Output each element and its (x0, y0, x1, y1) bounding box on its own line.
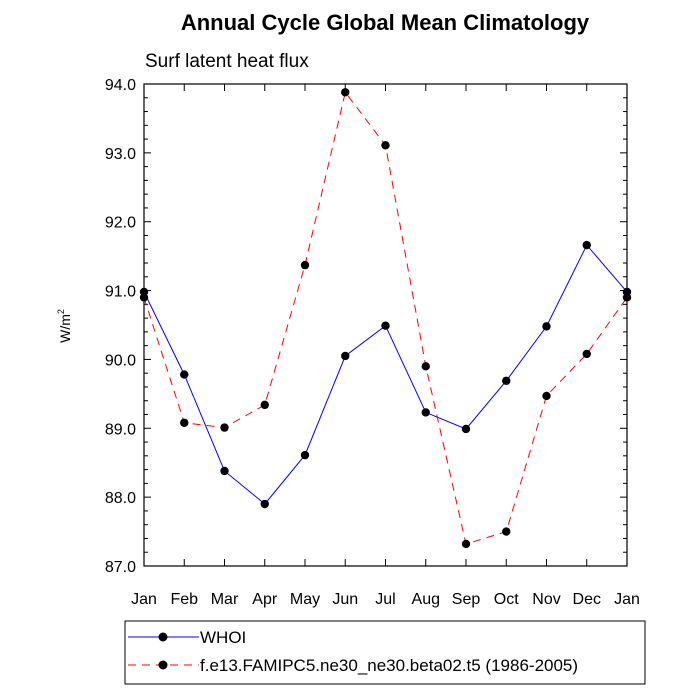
legend: WHOI f.e13.FAMIPC5.ne30_ne30.beta02.t5 (… (124, 620, 646, 685)
series-1-point (341, 88, 350, 97)
series-1-point (502, 527, 511, 536)
x-tick-label: Apr (252, 591, 278, 608)
series-0-point (341, 351, 350, 361)
legend-marker-model (158, 660, 168, 670)
series-1-point (381, 141, 390, 150)
chart-title: Annual Cycle Global Mean Climatology (181, 10, 590, 35)
x-tick-label: Feb (170, 591, 198, 608)
x-tick-label: Aug (412, 591, 440, 608)
y-tick-label: 91.0 (105, 284, 136, 301)
series-0-point (502, 376, 511, 385)
series-0-point (220, 466, 229, 476)
series-0-point (461, 424, 471, 434)
series-0-point (180, 370, 189, 379)
x-tick-label: Mar (211, 591, 239, 608)
x-tick-label: May (290, 591, 320, 608)
x-tick-label: Jun (332, 591, 358, 608)
series-1-point (461, 539, 471, 549)
y-axis-label-superscript: 2 (56, 309, 66, 314)
series-1-point (421, 362, 430, 371)
series-0-point (542, 322, 551, 331)
x-tick-label: Dec (573, 591, 601, 608)
legend-marker-whoi (158, 632, 168, 642)
y-tick-label: 94.0 (105, 77, 136, 94)
y-tick-label: 92.0 (105, 215, 136, 232)
x-tick-label: Nov (532, 591, 560, 608)
series-1-point (582, 349, 591, 359)
series-line-0 (143, 244, 628, 505)
series-1-point (260, 400, 269, 410)
x-tick-label: Jan (131, 591, 157, 608)
legend-box (124, 620, 646, 685)
y-tick-label: 87.0 (105, 559, 136, 576)
series-1-point (139, 293, 149, 302)
chart-subtitle: Surf latent heat flux (145, 51, 309, 72)
y-tick-label: 90.0 (105, 352, 136, 369)
y-axis-label: W/m2 (56, 309, 73, 343)
x-tick-label: Oct (494, 591, 519, 608)
y-axis-label-unit: W/m (57, 314, 73, 343)
legend-label-whoi: WHOI (200, 628, 246, 647)
x-tick-label: Sep (452, 591, 481, 608)
legend-label-model: f.e13.FAMIPC5.ne30_ne30.beta02.t5 (1986-… (200, 656, 578, 675)
series-1-point (542, 391, 551, 401)
series-1-point (180, 418, 189, 427)
x-tick-label: Jan (614, 591, 640, 608)
series-1-point (220, 423, 229, 432)
series-0-point (381, 321, 390, 330)
series-0-point (260, 499, 269, 509)
series-0-point (582, 240, 591, 250)
series-layer (139, 88, 632, 549)
y-axis: 87.0 88.0 89.0 90.0 91.0 92.0 93.0 94.0 (105, 77, 627, 576)
series-0-point (421, 408, 430, 417)
x-axis: Jan Feb Mar Apr May Jun Jul Aug Sep Oct Nov Dec Jan (131, 84, 640, 608)
y-tick-label: 88.0 (105, 490, 136, 507)
y-tick-label: 93.0 (105, 146, 136, 163)
x-tick-label: Jul (375, 591, 395, 608)
series-0-point (300, 450, 310, 460)
y-tick-label: 89.0 (105, 421, 136, 438)
series-line-1 (143, 91, 628, 545)
series-1-point (300, 260, 310, 270)
series-1-point (622, 293, 632, 302)
